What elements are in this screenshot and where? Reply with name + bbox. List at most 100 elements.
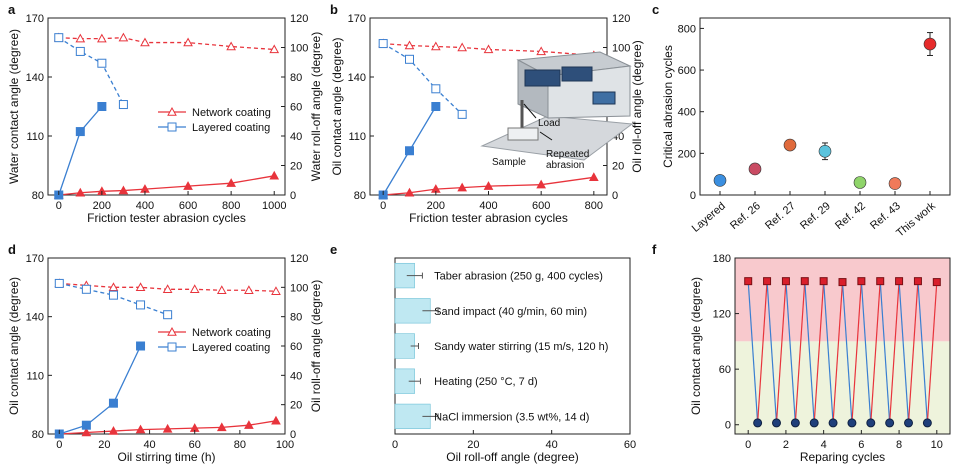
series-line	[851, 281, 862, 423]
panel-label-a: a	[8, 2, 16, 17]
data-point	[108, 282, 119, 292]
data-point	[790, 418, 800, 428]
data-point	[876, 277, 885, 286]
x-tick-label: 100	[276, 439, 294, 451]
bar-label: NaCl immersion (3.5 wt%, 14 d)	[434, 411, 589, 423]
data-point	[189, 284, 200, 293]
x-tick-label: Ref. 27	[763, 200, 798, 232]
bar-label: Sandy water stirring (15 m/s, 120 h)	[434, 341, 608, 353]
x-axis-title: Oil stirring time (h)	[117, 450, 215, 464]
data-point	[244, 285, 254, 294]
y-tick-label: 800	[678, 23, 696, 35]
data-point	[404, 40, 415, 50]
y-tick-label: 200	[678, 148, 696, 160]
y-axis-title: Critical abrasion cycles	[661, 45, 675, 168]
y-axis-title: Oil contact angle (degree)	[7, 277, 21, 415]
data-point	[866, 418, 876, 428]
y2-tick-label: 60	[290, 102, 302, 114]
data-point	[457, 42, 468, 52]
data-point	[162, 284, 173, 293]
bar-label: Taber abrasion (250 g, 400 cycles)	[434, 271, 603, 283]
x-axis-title: Oil roll-off angle (degree)	[446, 450, 579, 464]
data-point	[483, 44, 494, 54]
y2-tick-label: 40	[290, 131, 302, 143]
y-tick-label: 80	[32, 190, 44, 202]
data-point	[404, 187, 415, 197]
data-point	[81, 427, 92, 437]
y2-tick-label: 20	[290, 400, 302, 412]
series-line	[870, 281, 881, 423]
data-point	[81, 284, 91, 294]
data-point	[783, 138, 797, 152]
series-line	[813, 281, 825, 423]
y2-axis-title: Water roll-off angle (degree)	[309, 32, 323, 181]
band-lower	[735, 341, 950, 434]
y-axis-title: Oil contact angle (degree)	[330, 37, 344, 175]
x-tick-label: 2	[783, 439, 789, 451]
x-tick-label: Layered	[690, 200, 728, 235]
data-point	[54, 33, 64, 43]
data-point	[118, 185, 129, 195]
y2-tick-label: 40	[290, 370, 302, 382]
data-point	[748, 162, 762, 176]
y2-tick-label: 100	[612, 43, 630, 55]
x-tick-label: 4	[821, 439, 827, 451]
x-tick-label: 8	[896, 439, 902, 451]
data-point	[744, 277, 753, 286]
x-tick-label: 20	[98, 439, 110, 451]
data-point	[378, 39, 388, 49]
series-line	[907, 281, 919, 423]
x-tick-label: 0	[56, 439, 62, 451]
x-tick-label: 60	[189, 439, 201, 451]
y-axis-title: Water contact angle (degree)	[7, 29, 21, 184]
data-point	[97, 58, 107, 68]
x-tick-label: 6	[858, 439, 864, 451]
y-tick-label: 60	[719, 364, 731, 376]
data-point	[431, 102, 441, 111]
data-point	[183, 181, 193, 190]
x-tick-label: 600	[179, 200, 197, 212]
data-point	[838, 278, 847, 287]
y-tick-label: 80	[354, 190, 366, 202]
y-tick-label: 0	[690, 190, 696, 202]
legend-label: Layered coating	[192, 342, 270, 354]
x-tick-label: 20	[467, 439, 479, 451]
data-point	[430, 41, 441, 51]
series-line	[926, 282, 938, 423]
x-tick-label: 0	[392, 439, 398, 451]
series-line	[382, 43, 463, 115]
tester-display-left	[524, 69, 561, 87]
panel-label-f: f	[652, 242, 657, 257]
data-point	[932, 278, 941, 287]
x-tick-label: This work	[894, 200, 938, 240]
data-point	[136, 341, 146, 351]
bar	[394, 403, 431, 430]
x-tick-label: Ref. 29	[798, 200, 833, 232]
series-line	[59, 345, 142, 435]
x-tick-label: 60	[624, 439, 636, 451]
series-line	[823, 281, 834, 423]
data-point	[108, 398, 118, 408]
series-line	[917, 281, 928, 423]
x-tick-label: 1000	[262, 200, 286, 212]
panel-label-d: d	[8, 242, 16, 257]
tester-base	[480, 115, 634, 161]
data-point	[895, 277, 904, 286]
data-point	[216, 422, 227, 432]
data-point	[904, 418, 914, 428]
data-point	[819, 277, 828, 286]
data-point	[763, 277, 772, 286]
inset-label-sample: Sample	[492, 157, 526, 168]
data-point	[81, 420, 91, 430]
x-tick-label: 40	[143, 439, 155, 451]
data-point	[135, 424, 146, 434]
data-point	[588, 172, 599, 181]
y2-tick-label: 80	[290, 312, 302, 324]
data-point	[923, 37, 937, 51]
load-arrow	[523, 103, 537, 119]
series-line	[889, 281, 900, 423]
data-point	[913, 277, 922, 286]
data-point	[167, 326, 177, 336]
y-tick-label: 110	[26, 131, 44, 143]
